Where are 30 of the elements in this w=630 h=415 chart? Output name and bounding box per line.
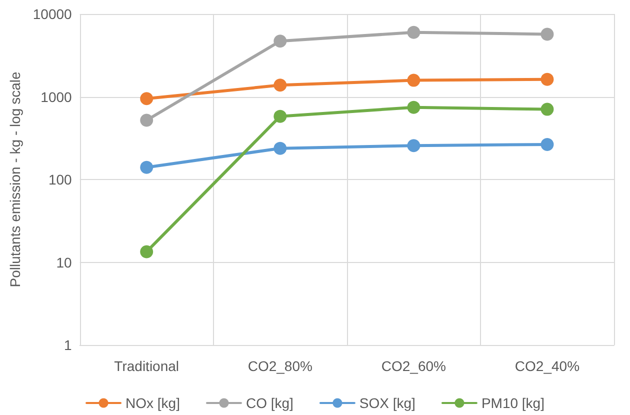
x-tick-label: CO2_40% bbox=[514, 358, 580, 374]
x-tick-label: Traditional bbox=[114, 358, 180, 374]
point bbox=[140, 160, 154, 174]
legend-label: CO [kg] bbox=[246, 395, 294, 411]
point bbox=[407, 74, 420, 87]
point bbox=[274, 34, 287, 48]
x-tick-label: CO2_80% bbox=[248, 358, 312, 374]
y-tick-label: 1000 bbox=[40, 88, 72, 105]
point bbox=[407, 26, 420, 39]
y-tick-label: 1 bbox=[64, 337, 72, 353]
point bbox=[140, 245, 154, 258]
point bbox=[540, 72, 554, 86]
point bbox=[540, 138, 554, 151]
point bbox=[140, 92, 154, 106]
y-tick-label: 10000 bbox=[32, 6, 72, 22]
y-tick-label: 100 bbox=[48, 172, 72, 188]
legend-label: SOX [kg] bbox=[359, 395, 416, 411]
point bbox=[407, 100, 420, 114]
point bbox=[140, 114, 154, 127]
point bbox=[540, 102, 554, 116]
legend-label: PM10 [kg] bbox=[481, 395, 544, 411]
point bbox=[407, 139, 420, 152]
y-tick-label: 10 bbox=[56, 254, 72, 270]
x-tick-label: CO2_60% bbox=[381, 358, 446, 374]
point bbox=[274, 110, 287, 123]
y-axis-title: Pollutants emission - kg - log scale bbox=[7, 72, 23, 288]
legend-label: NOx [kg] bbox=[126, 395, 180, 411]
point bbox=[274, 78, 287, 92]
point bbox=[540, 28, 554, 41]
point bbox=[274, 142, 287, 155]
